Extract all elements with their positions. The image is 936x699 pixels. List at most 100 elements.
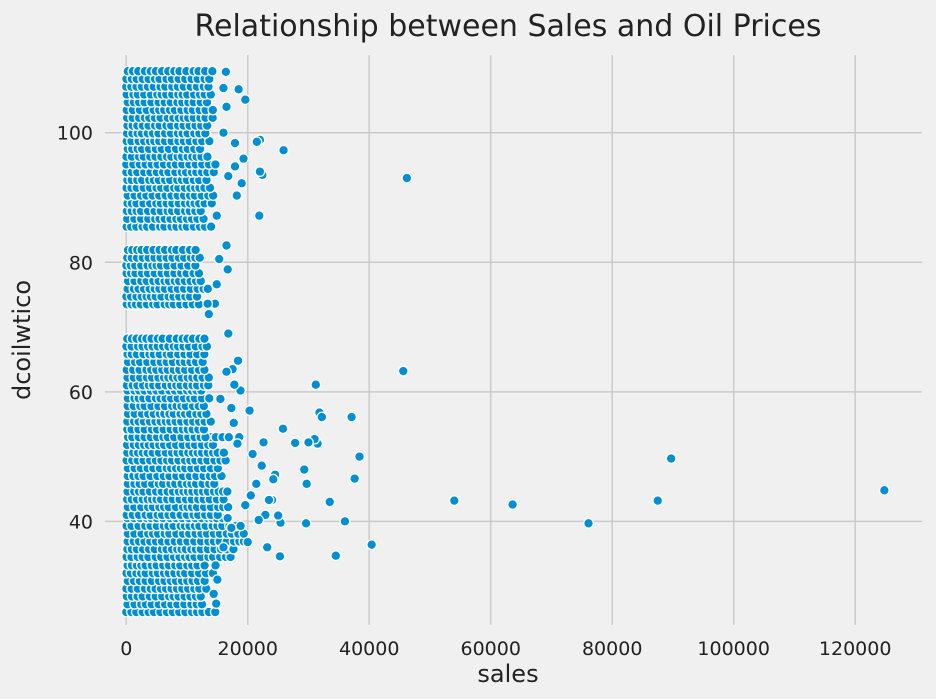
y-tick-label: 100: [57, 123, 93, 145]
data-point: [208, 588, 220, 600]
data-point: [203, 308, 215, 320]
data-point: [211, 574, 223, 586]
data-point: [263, 494, 275, 506]
data-point: [222, 170, 234, 182]
data-point: [250, 478, 262, 490]
data-point: [277, 423, 289, 435]
data-point: [202, 298, 214, 310]
y-tick-label: 60: [69, 382, 93, 404]
x-tick-label: 60000: [460, 638, 520, 660]
data-point: [217, 82, 229, 94]
data-point: [225, 522, 237, 534]
data-point: [206, 65, 218, 77]
data-point: [665, 453, 677, 464]
y-axis-label: dcoilwtico: [8, 280, 36, 400]
data-point: [229, 137, 241, 149]
data-point: [222, 263, 234, 275]
data-point: [211, 210, 223, 222]
data-point: [236, 177, 248, 189]
data-point: [303, 436, 314, 448]
data-point: [231, 438, 243, 450]
data-point: [274, 550, 286, 562]
data-point: [205, 221, 217, 233]
x-tick-label: 40000: [339, 638, 399, 660]
data-point: [229, 160, 241, 172]
data-point: [245, 490, 257, 501]
data-point: [209, 159, 221, 170]
data-point: [231, 190, 243, 202]
data-point: [251, 136, 263, 148]
x-tick-label: 0: [120, 638, 132, 660]
data-point: [238, 153, 249, 165]
data-point: [254, 166, 266, 178]
data-point: [324, 496, 336, 508]
data-point: [210, 559, 222, 571]
y-tick-label: 80: [69, 252, 93, 274]
data-point: [272, 510, 284, 521]
data-point: [239, 94, 251, 106]
data-point: [222, 328, 234, 339]
data-point: [214, 393, 226, 405]
data-point: [233, 83, 245, 95]
data-point: [253, 514, 265, 526]
data-point: [507, 499, 519, 510]
data-point: [316, 411, 328, 423]
data-point: [221, 101, 232, 113]
data-point: [253, 210, 265, 222]
data-point: [583, 517, 594, 529]
x-tick-label: 20000: [218, 638, 278, 660]
data-point: [310, 379, 322, 391]
data-point: [218, 447, 230, 459]
data-point: [217, 127, 229, 139]
data-point: [247, 448, 259, 460]
data-point: [267, 473, 279, 485]
data-point: [301, 478, 313, 490]
y-tick-label: 40: [69, 511, 93, 533]
data-point: [225, 402, 237, 414]
data-point: [261, 541, 273, 553]
data-point: [201, 151, 213, 163]
data-point: [203, 392, 215, 404]
data-point: [232, 355, 244, 367]
data-point: [222, 512, 234, 524]
chart-title: Relationship between Sales and Oil Price…: [195, 9, 822, 44]
x-tick-label: 100000: [697, 638, 770, 660]
data-point: [207, 104, 219, 116]
data-point: [346, 411, 358, 423]
data-point: [213, 253, 225, 265]
data-point: [228, 379, 240, 391]
data-point: [244, 405, 256, 417]
data-point: [221, 366, 232, 378]
data-point: [330, 550, 342, 562]
data-point: [242, 536, 254, 548]
data-point: [211, 278, 223, 290]
data-point: [300, 517, 312, 529]
data-point: [190, 244, 202, 256]
data-point: [366, 539, 378, 551]
data-point: [448, 495, 460, 507]
x-tick-label: 120000: [819, 638, 892, 660]
data-point: [221, 486, 233, 498]
data-point: [349, 473, 361, 485]
data-point: [258, 436, 269, 448]
data-point: [339, 515, 351, 527]
data-point: [401, 172, 413, 184]
data-point: [256, 460, 268, 472]
data-points: [120, 65, 890, 618]
data-point: [235, 520, 247, 532]
data-point: [298, 464, 310, 475]
data-point: [278, 144, 290, 156]
x-tick-label: 80000: [582, 638, 642, 660]
data-point: [239, 499, 251, 511]
data-point: [220, 66, 232, 78]
data-point: [289, 437, 301, 449]
x-axis-label: sales: [477, 660, 538, 688]
data-point: [397, 365, 409, 377]
data-point: [217, 541, 229, 553]
data-point: [199, 333, 210, 345]
data-point: [221, 239, 232, 251]
data-point: [354, 451, 365, 463]
data-point: [223, 431, 235, 443]
data-point: [228, 417, 240, 429]
data-point: [210, 598, 222, 610]
